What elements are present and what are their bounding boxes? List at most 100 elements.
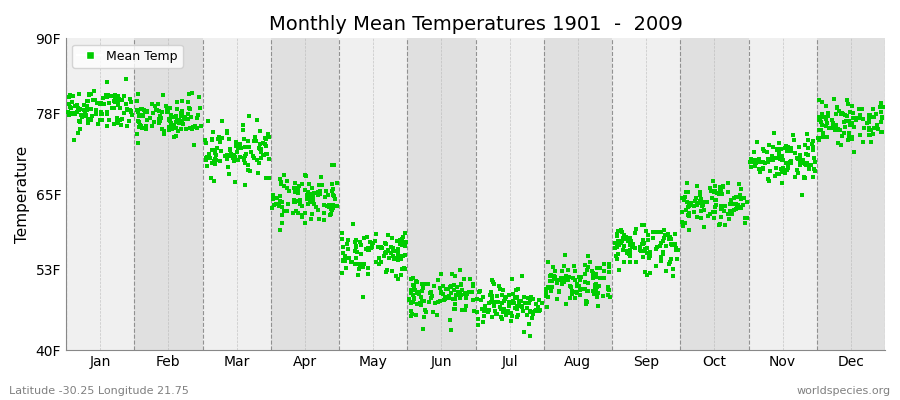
Point <box>654 258 669 264</box>
Point <box>771 150 786 156</box>
Point <box>275 204 290 210</box>
Point <box>166 113 180 120</box>
Point <box>348 243 363 249</box>
Point <box>229 139 243 145</box>
Point <box>827 122 842 128</box>
Point <box>801 145 815 151</box>
Point <box>230 144 245 150</box>
Point <box>623 240 637 247</box>
Point <box>74 112 88 118</box>
Point <box>562 283 577 290</box>
Point <box>680 180 695 187</box>
Point <box>616 259 631 266</box>
Point <box>300 192 314 198</box>
Point <box>393 237 408 243</box>
Point <box>72 126 86 132</box>
Point <box>454 281 468 287</box>
Point <box>453 290 467 296</box>
Point <box>359 234 374 240</box>
Point <box>261 131 275 138</box>
Point <box>326 192 340 198</box>
Point <box>354 261 368 267</box>
Point <box>806 147 820 153</box>
Point <box>436 291 450 298</box>
Point <box>778 170 793 176</box>
Point <box>492 304 507 310</box>
Point <box>65 99 79 106</box>
Point <box>750 138 764 145</box>
Point <box>867 124 881 131</box>
Point <box>814 99 829 106</box>
Point <box>374 245 389 252</box>
Point <box>703 185 717 191</box>
Point <box>91 120 105 127</box>
Point <box>156 92 170 98</box>
Point <box>212 134 226 141</box>
Point <box>550 296 564 302</box>
Point <box>634 241 649 248</box>
Point <box>352 266 366 272</box>
Point <box>864 114 878 120</box>
Point <box>811 135 825 142</box>
Point <box>148 119 162 125</box>
Point <box>384 235 399 242</box>
Point <box>737 195 751 201</box>
Point <box>351 272 365 278</box>
Point <box>381 232 395 238</box>
Point <box>603 294 617 300</box>
Point <box>634 244 648 250</box>
Point <box>131 119 146 125</box>
Point <box>586 270 600 276</box>
Point <box>253 141 267 148</box>
Point <box>636 240 651 247</box>
Point <box>439 293 454 300</box>
Point <box>247 152 261 159</box>
Point <box>735 202 750 208</box>
Point <box>587 291 601 297</box>
Point <box>412 291 427 298</box>
Point <box>663 234 678 240</box>
Point <box>166 114 181 120</box>
Point <box>133 122 148 128</box>
Point <box>106 105 121 111</box>
Point <box>94 100 108 106</box>
Point <box>112 96 126 103</box>
Point <box>619 247 634 254</box>
Point <box>514 298 528 304</box>
Point <box>807 166 822 173</box>
Point <box>205 160 220 166</box>
Point <box>626 241 640 247</box>
Point <box>84 117 98 123</box>
Point <box>416 326 430 332</box>
Point <box>625 244 639 250</box>
Point <box>512 300 526 306</box>
Point <box>572 274 586 280</box>
Point <box>342 255 356 261</box>
Point <box>714 214 728 220</box>
Point <box>493 286 508 292</box>
Point <box>544 278 559 285</box>
Point <box>256 140 270 146</box>
Point <box>745 158 760 165</box>
Point <box>858 125 872 131</box>
Point <box>861 116 876 122</box>
Point <box>804 162 818 168</box>
Point <box>273 175 287 182</box>
Point <box>212 139 227 146</box>
Point <box>752 169 767 176</box>
Point <box>108 92 122 98</box>
Point <box>100 94 114 100</box>
Point <box>618 236 633 242</box>
Point <box>636 237 651 243</box>
Point <box>768 173 782 179</box>
Point <box>378 240 392 246</box>
Point <box>346 221 360 227</box>
Point <box>772 140 787 146</box>
Point <box>119 76 133 82</box>
Point <box>707 188 722 194</box>
Point <box>527 308 542 314</box>
Point <box>725 210 740 217</box>
Point <box>356 264 370 270</box>
Point <box>176 114 191 120</box>
Point <box>240 166 255 173</box>
